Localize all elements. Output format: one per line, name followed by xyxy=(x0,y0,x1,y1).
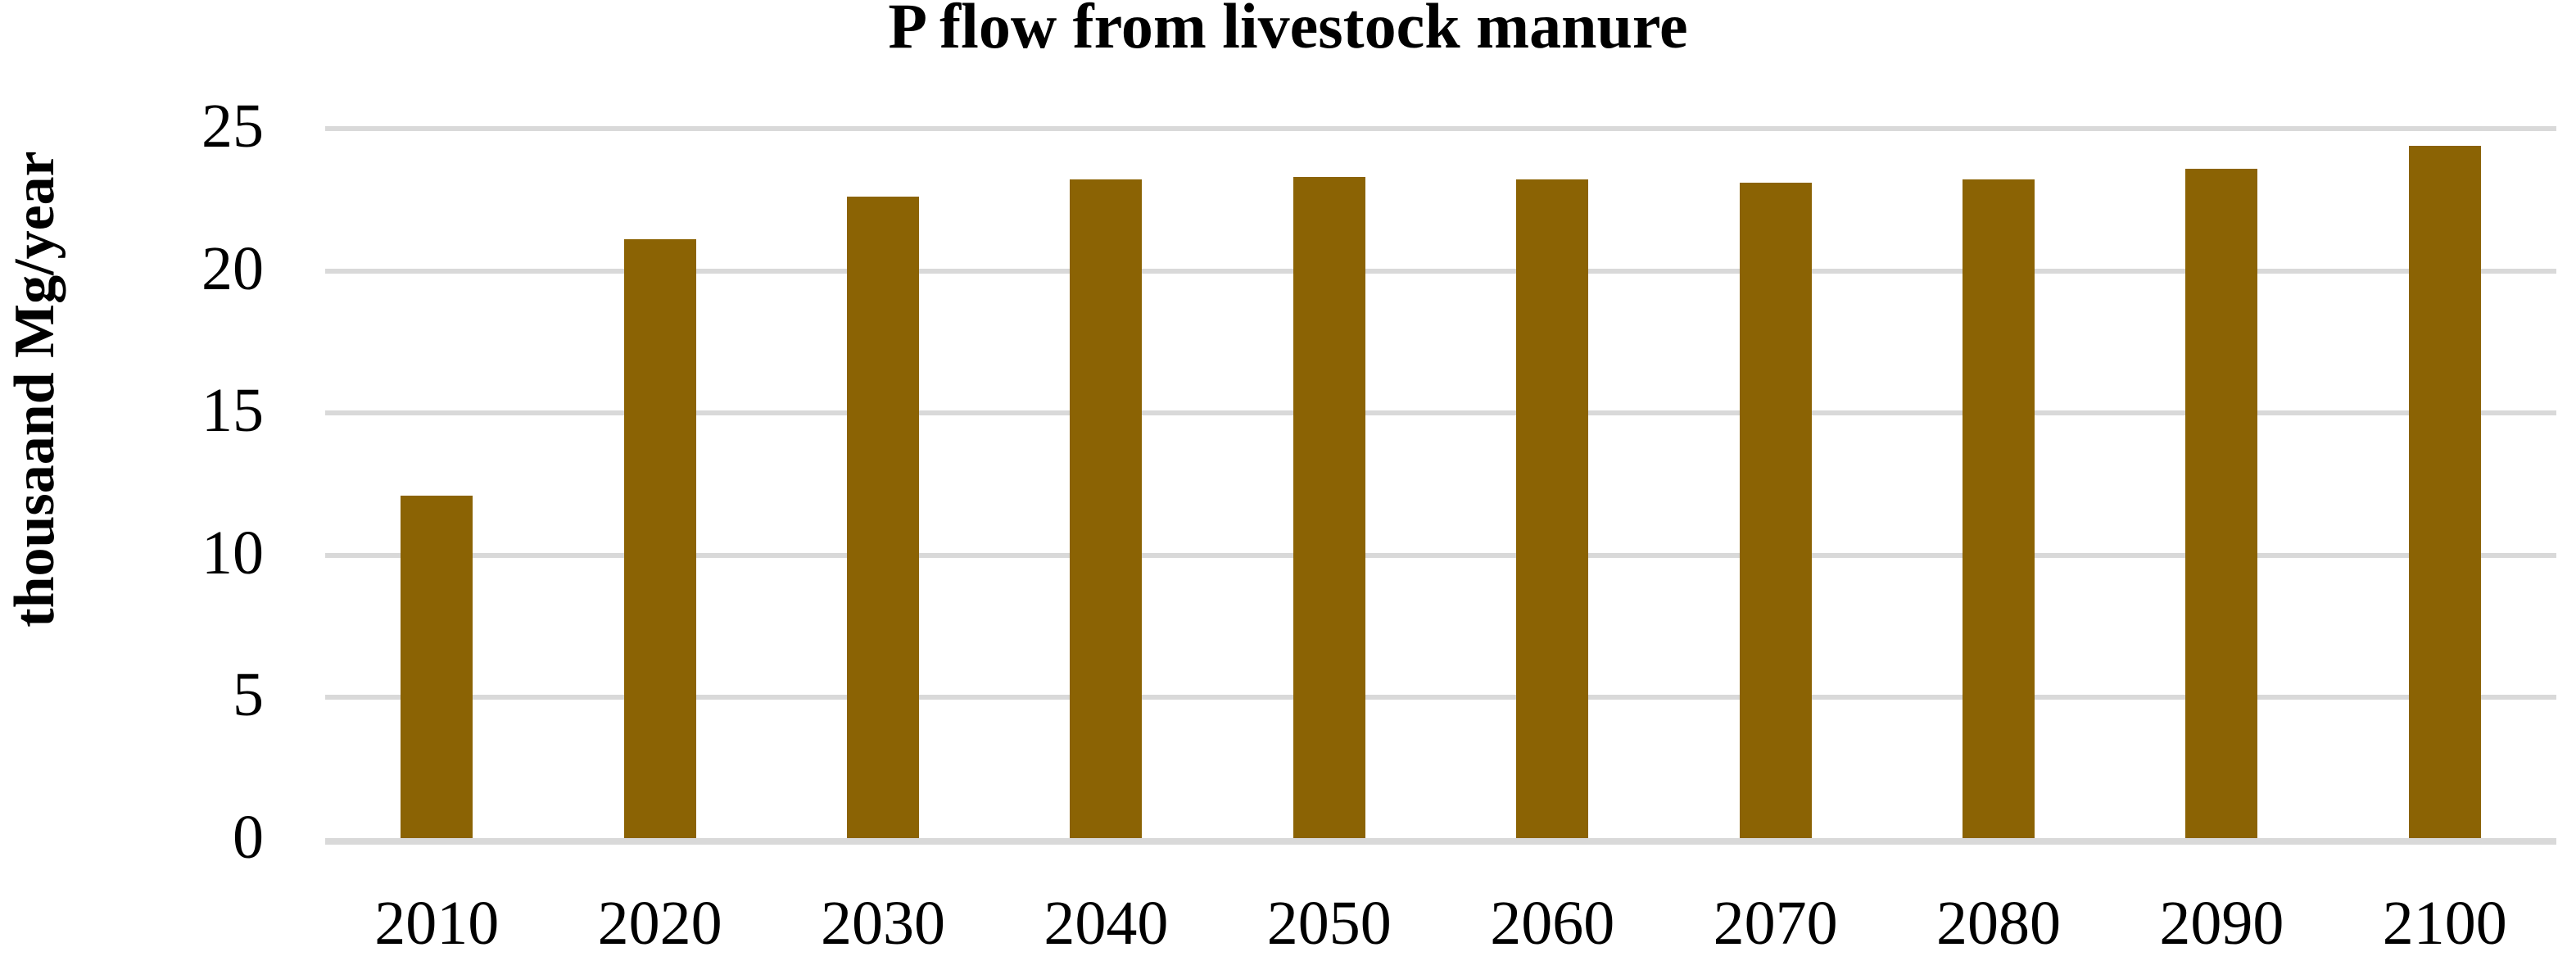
x-tick-label: 2020 xyxy=(597,889,722,958)
bar-2020 xyxy=(623,239,696,838)
bar-2040 xyxy=(1070,179,1143,838)
bar-2070 xyxy=(1739,182,1812,838)
gridline xyxy=(325,695,2556,700)
x-tick-label: 2040 xyxy=(1044,889,1169,958)
x-tick-label: 2050 xyxy=(1266,889,1392,958)
bar-2010 xyxy=(401,495,473,838)
bar-2030 xyxy=(847,197,919,838)
bar-2100 xyxy=(2408,145,2481,838)
y-tick-label: 25 xyxy=(201,92,264,161)
y-tick-label: 5 xyxy=(233,660,264,730)
x-tick-label: 2030 xyxy=(821,889,945,958)
bar-2060 xyxy=(1516,179,1589,838)
y-tick-label: 20 xyxy=(201,233,264,303)
y-tick-label: 10 xyxy=(201,518,264,587)
x-tick-label: 2090 xyxy=(2159,889,2284,958)
gridline xyxy=(325,410,2556,416)
y-tick-label: 0 xyxy=(233,803,264,872)
x-tick-label: 2080 xyxy=(1936,889,2061,958)
x-tick-label: 2100 xyxy=(2382,889,2507,958)
x-tick-label: 2010 xyxy=(374,889,500,958)
gridline xyxy=(325,268,2556,274)
y-tick-label: 15 xyxy=(201,376,264,446)
bar-2050 xyxy=(1293,177,1365,838)
chart-title: P flow from livestock manure xyxy=(888,0,1688,61)
x-axis-baseline xyxy=(325,838,2556,845)
bar-2080 xyxy=(1963,179,2035,838)
gridline xyxy=(325,552,2556,558)
bar-2090 xyxy=(2185,168,2258,838)
x-tick-label: 2060 xyxy=(1490,889,1615,958)
x-tick-label: 2070 xyxy=(1713,889,1838,958)
gridline xyxy=(325,126,2556,131)
